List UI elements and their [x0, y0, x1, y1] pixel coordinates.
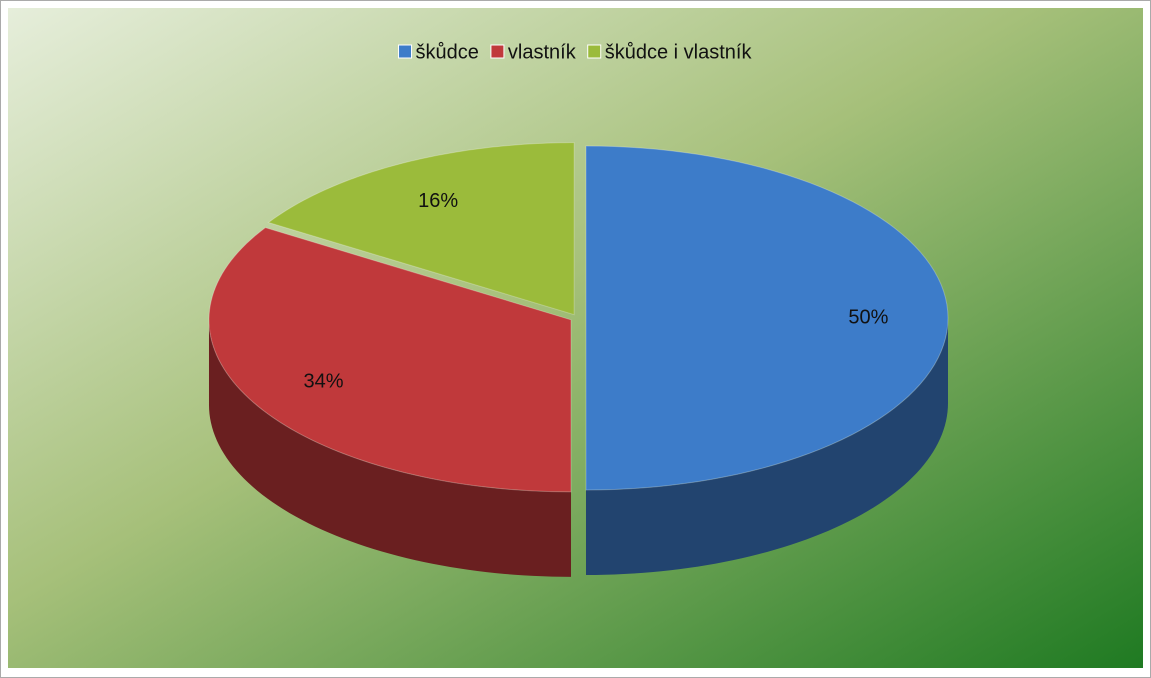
legend-swatch: [490, 44, 505, 59]
data-label: 50%: [848, 306, 888, 328]
legend-swatch: [398, 44, 413, 59]
pie-slice-side: [208, 319, 571, 577]
pie-slice: [208, 227, 572, 493]
pie-slice: [585, 145, 949, 491]
legend-label: škůdce: [416, 41, 479, 63]
legend: škůdce vlastník škůdce i vlastník: [398, 41, 753, 63]
legend-label: škůdce i vlastník: [605, 41, 753, 63]
legend-label: vlastník: [508, 41, 577, 63]
plot-background: [8, 8, 1143, 668]
pie-slice: [267, 142, 575, 316]
data-label: 34%: [304, 370, 344, 392]
pie-slice-side: [586, 318, 948, 575]
data-label: 16%: [418, 190, 458, 212]
legend-swatch: [587, 44, 602, 59]
